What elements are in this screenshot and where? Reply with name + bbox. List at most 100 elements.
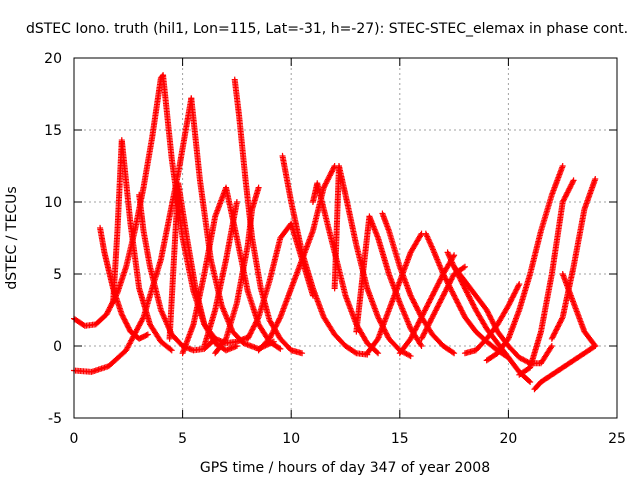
data-point [455,302,462,309]
data-point [254,315,261,322]
data-point [124,323,131,330]
data-series [279,152,371,358]
data-point [275,316,282,323]
data-point [470,301,477,308]
x-tick-label: 20 [499,431,517,447]
data-point [420,310,427,317]
data-point [432,287,439,294]
data-point [570,177,577,184]
data-point [124,321,131,328]
data-point [484,308,491,315]
data-point [122,319,129,326]
data-point [455,300,462,307]
y-tick-label: 10 [44,195,62,211]
y-tick-label: 20 [44,51,62,67]
data-point [567,182,574,189]
data-point [250,323,257,330]
data-point [103,311,110,318]
data-point [373,349,380,356]
data-point [328,169,335,176]
data-series [353,213,425,349]
x-tick-label: 10 [282,431,300,447]
y-tick-label: 0 [53,339,62,355]
data-series [331,163,414,360]
data-point [167,346,174,353]
data-series [110,137,175,354]
x-tick-label: 5 [178,431,187,447]
data-point [560,197,567,204]
data-point [550,331,557,338]
data-point [461,285,468,292]
data-point [408,293,415,300]
data-point [414,306,421,313]
data-point [413,325,420,331]
data-point [466,293,473,300]
data-point [526,377,533,384]
data-point [424,302,431,309]
data-series [136,191,219,354]
data-point [271,326,278,333]
data-point [248,329,255,336]
data-point [250,325,257,331]
data-point [321,183,328,190]
data-point [409,333,416,340]
data-point [466,294,473,301]
data-point [565,186,572,193]
data-point [568,181,575,188]
data-point [434,281,441,288]
data-point [352,349,359,356]
data-point [564,189,571,196]
data-point [548,344,555,351]
data-point [451,252,458,259]
data-point [383,331,390,338]
data-point [562,193,569,200]
data-point [433,284,440,291]
data-series [396,252,458,357]
data-point [456,303,463,310]
data-point [487,313,494,320]
data-point [255,184,262,191]
data-point [449,289,456,296]
data-point [407,335,414,342]
data-point [272,323,279,330]
x-axis-label: GPS time / hours of day 347 of year 2008 [200,460,490,476]
data-point [276,315,283,322]
data-point [122,317,129,324]
data-point [222,337,229,343]
data-point [561,196,568,203]
data-point [563,190,570,197]
data-point [417,316,424,323]
data-point [413,323,420,330]
data-point [554,323,561,330]
data-point [453,298,460,304]
data-point [438,273,445,280]
data-point [423,303,430,310]
data-point [407,292,414,299]
data-point [375,314,382,321]
data-point [559,315,566,322]
data-point [324,177,331,184]
data-point [376,316,383,323]
data-point [569,178,576,185]
data-point [104,308,111,315]
data-point [548,343,555,349]
data-point [488,316,495,323]
data-point [412,302,419,309]
data-point [375,315,382,322]
data-point [566,185,573,192]
data-point [410,330,417,337]
data-point [463,288,470,295]
data-point [554,325,561,331]
data-point [107,303,114,310]
data-point [551,330,558,337]
data-point [428,295,435,302]
y-tick-label: 15 [44,123,62,139]
data-point [423,304,430,311]
data-point [244,335,251,342]
data-point [426,298,433,304]
data-point [412,326,419,333]
data-point [457,306,464,313]
data-point [168,347,175,354]
data-point [430,289,437,296]
data-point [411,299,418,306]
